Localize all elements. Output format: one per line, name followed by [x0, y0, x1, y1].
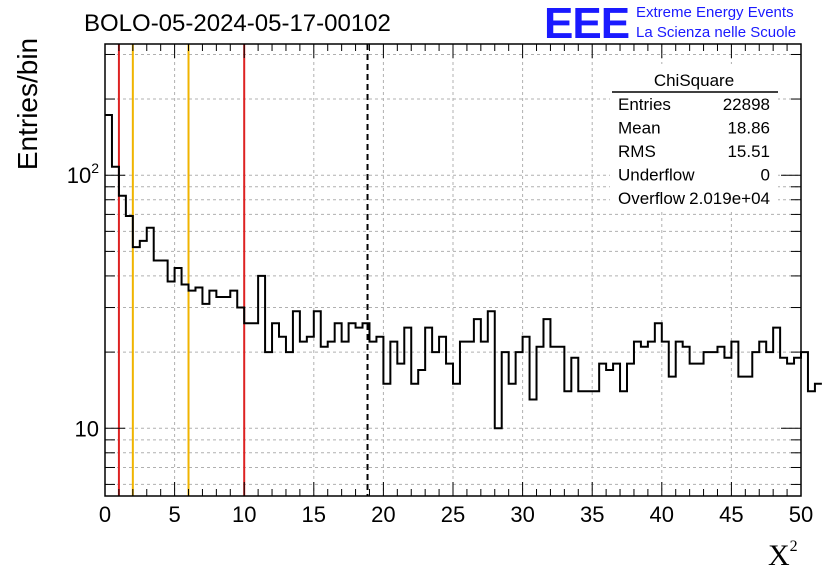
x-axis-label-base: X [768, 539, 790, 572]
y-tick-label: 10 [75, 416, 99, 441]
x-tick-label: 10 [232, 502, 256, 527]
x-tick-label: 30 [510, 502, 534, 527]
eee-logo: EEE [544, 0, 630, 48]
x-tick-label: 15 [302, 502, 326, 527]
x-tick-label: 40 [650, 502, 674, 527]
marker-lines [117, 44, 369, 496]
stats-box: ChiSquare Entries 22898 Mean 18.86 RMS 15.51 Un… [610, 64, 778, 212]
y-tick-label-base: 10 [67, 163, 91, 188]
stats-value: 22898 [723, 95, 770, 114]
x-axis-label-sup: 2 [789, 538, 798, 555]
x-tick-label: 0 [99, 502, 111, 527]
logo-subtitle-2: La Scienza nelle Scuole [636, 24, 797, 41]
axis-ticks [104, 44, 802, 496]
stats-value: 2.019e+04 [689, 189, 770, 208]
x-tick-label: 5 [168, 502, 180, 527]
y-tick-label-base: 10 [75, 416, 99, 441]
x-tick-label: 45 [719, 502, 743, 527]
stats-label: Mean [618, 119, 661, 138]
x-tick-label: 50 [789, 502, 813, 527]
stats-background [610, 64, 778, 212]
chart-title: BOLO-05-2024-05-17-00102 [84, 10, 391, 37]
stats-value: 15.51 [727, 142, 770, 161]
stats-label: RMS [618, 142, 656, 161]
y-axis-label: Entries/bin [12, 37, 43, 171]
logo-subtitle-1: Extreme Energy Events [636, 4, 794, 21]
stats-label: Overflow [618, 189, 686, 208]
x-tick-label: 35 [580, 502, 604, 527]
stats-label: Entries [618, 95, 671, 114]
stats-label: Underflow [618, 166, 695, 185]
x-tick-label: 25 [441, 502, 465, 527]
stats-title: ChiSquare [654, 71, 734, 90]
stats-value: 18.86 [727, 119, 770, 138]
histogram-series [105, 113, 822, 430]
y-tick-label-exp: 2 [91, 160, 99, 176]
y-tick-label: 102 [67, 160, 99, 188]
stats-value: 0 [761, 166, 770, 185]
x-tick-label: 20 [371, 502, 395, 527]
x-axis-label: X2 [768, 538, 798, 573]
grid-lines [105, 44, 801, 496]
